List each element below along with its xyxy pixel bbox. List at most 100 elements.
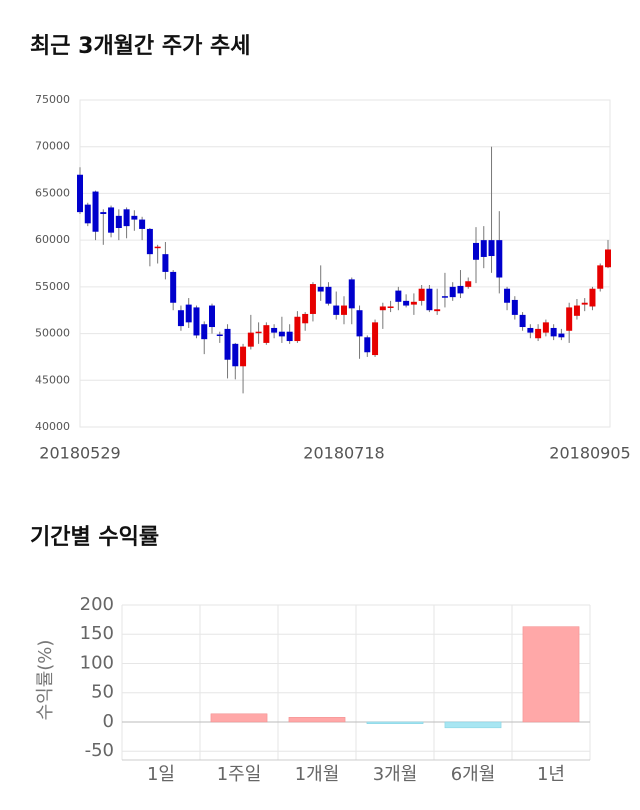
candle-body: [480, 240, 487, 257]
candle-body: [131, 215, 138, 220]
candle-body: [177, 310, 184, 327]
y-tick-label: 50000: [35, 327, 70, 340]
candle-body: [216, 334, 223, 337]
bar: [366, 721, 424, 724]
y-tick-label: 40000: [35, 420, 70, 433]
y-tick-label: 75000: [35, 93, 70, 106]
x-tick-label: 20180905: [549, 444, 630, 463]
y-tick-label: 55000: [35, 280, 70, 293]
candle-body: [193, 307, 200, 336]
x-tick-label: 1일: [147, 764, 175, 785]
candle-body: [286, 331, 293, 342]
bar: [288, 717, 346, 723]
candle-body: [302, 313, 309, 324]
candle-body: [403, 300, 410, 306]
candle-body: [434, 309, 441, 312]
candle-body: [418, 288, 425, 301]
candle-body: [139, 219, 146, 229]
candle-body: [519, 314, 526, 328]
candle-body: [240, 346, 247, 367]
candle-body: [170, 271, 177, 303]
candle-body: [341, 305, 347, 315]
candle-body: [558, 333, 565, 338]
candle-body: [115, 215, 122, 228]
y-tick-label: 200: [80, 594, 114, 615]
price-chart-title: 최근 3개월간 주가 추세: [30, 34, 250, 59]
y-tick-label: -50: [85, 740, 114, 761]
candle-body: [348, 279, 355, 309]
candle-body: [527, 327, 534, 333]
x-tick-label: 20180718: [303, 444, 384, 463]
candle-body: [325, 286, 332, 304]
y-tick-label: 0: [103, 711, 114, 732]
candle-body: [589, 288, 596, 307]
x-tick-label: 6개월: [451, 764, 496, 785]
candle-body: [387, 306, 394, 308]
candle-body: [317, 286, 324, 292]
candle-body: [449, 286, 456, 298]
candle-body: [426, 288, 433, 311]
candle-body: [224, 328, 231, 360]
x-tick-label: 1주일: [217, 764, 262, 785]
candle-body: [573, 305, 580, 316]
candle-body: [92, 191, 99, 232]
candle-body: [504, 288, 511, 303]
candle-body: [201, 324, 208, 340]
candle-body: [581, 302, 588, 305]
candle-body: [372, 322, 379, 356]
candle-body: [441, 296, 448, 298]
candle-body: [294, 316, 301, 342]
bar: [522, 626, 580, 723]
candle-body: [488, 240, 495, 257]
candle-body: [496, 240, 503, 278]
x-tick-label: 1년: [537, 764, 565, 785]
candle-body: [364, 337, 371, 353]
y-tick-label: 45000: [35, 373, 70, 386]
candle-body: [255, 331, 262, 334]
candle-body: [379, 306, 386, 311]
candle-body: [84, 204, 91, 224]
y-tick-label: 150: [80, 623, 114, 644]
candle-body: [597, 265, 604, 289]
plot-frame: [79, 99, 611, 428]
candle-body: [209, 305, 215, 328]
bar: [444, 721, 502, 729]
candle-body: [457, 285, 464, 294]
candle-body: [278, 331, 285, 337]
candle-body: [605, 249, 611, 268]
return-chart-title: 기간별 수익률: [30, 525, 159, 550]
y-axis-label: 수익률(%): [35, 640, 56, 721]
candle-body: [247, 332, 254, 347]
candle-body: [511, 299, 518, 315]
y-tick-label: 65000: [35, 186, 70, 199]
x-tick-label: 20180529: [39, 444, 120, 463]
x-tick-label: 1개월: [295, 764, 340, 785]
candle-body: [542, 322, 549, 333]
candle-body: [550, 327, 557, 337]
candle-body: [123, 209, 130, 227]
candle-body: [108, 207, 115, 233]
y-tick-label: 70000: [35, 140, 70, 153]
candle-body: [410, 301, 417, 305]
candle-body: [473, 242, 479, 260]
candle-body: [333, 305, 340, 315]
candle-body: [185, 304, 192, 323]
y-tick-label: 60000: [35, 233, 70, 246]
y-tick-label: 100: [80, 652, 114, 673]
candle-body: [146, 228, 153, 255]
candle-body: [154, 246, 161, 249]
candle-body: [263, 325, 270, 343]
candle-body: [465, 281, 472, 287]
candle-body: [100, 212, 107, 214]
bar: [210, 713, 268, 723]
x-tick-label: 3개월: [373, 764, 418, 785]
candle-body: [309, 284, 316, 314]
candle-body: [271, 327, 278, 333]
candle-body: [162, 254, 169, 272]
candle-body: [395, 290, 402, 302]
candle-body: [77, 174, 83, 213]
candle-body: [566, 307, 573, 331]
candle-body: [535, 328, 542, 339]
candle-body: [356, 310, 363, 337]
